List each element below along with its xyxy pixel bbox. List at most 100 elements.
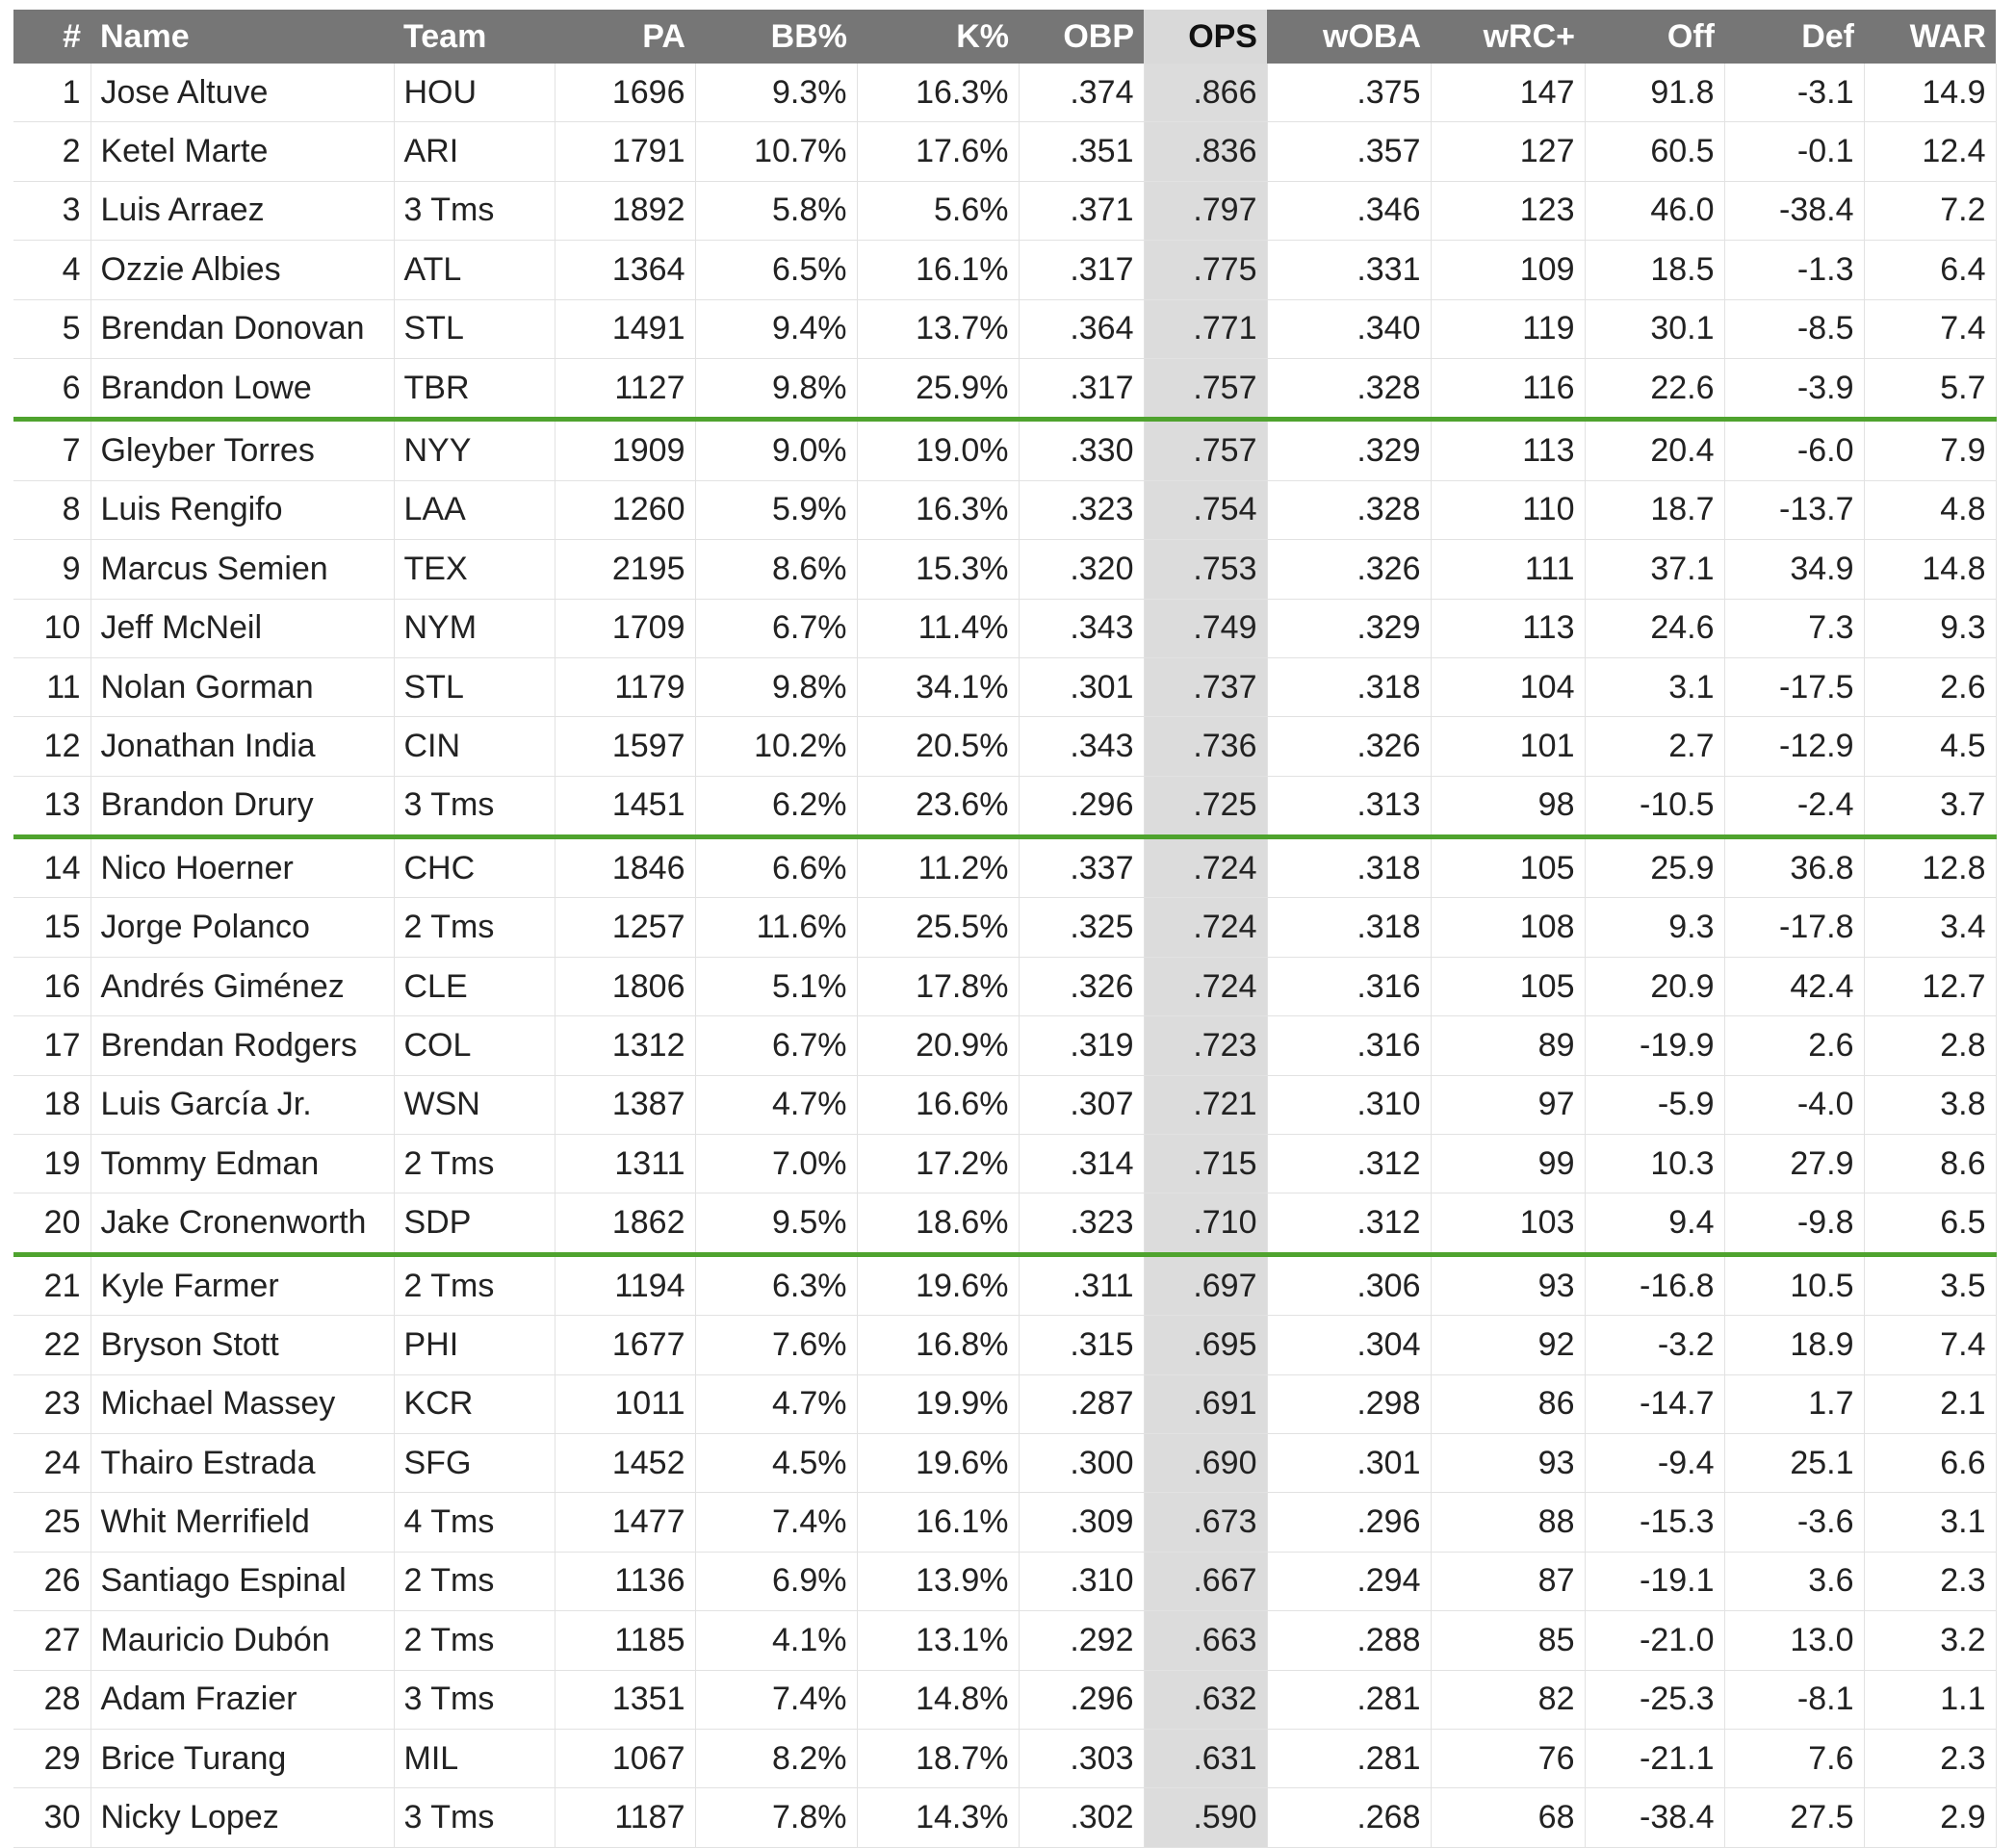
- cell-team: CLE: [394, 957, 555, 1017]
- cell-woba: .326: [1267, 716, 1432, 777]
- cell-bb: 7.4%: [695, 1670, 858, 1730]
- leaderboard-table: # Name Team PA BB% K% OBP OPS wOBA wRC+ Off Def WAR …: [13, 10, 1997, 1848]
- column-header-team[interactable]: Team: [394, 10, 555, 64]
- cell-name[interactable]: Jeff McNeil: [90, 599, 395, 658]
- cell-name[interactable]: Kyle Farmer: [90, 1254, 395, 1317]
- cell-war: 14.8: [1864, 539, 1997, 600]
- column-header-off[interactable]: Off: [1585, 10, 1724, 64]
- cell-obp: .323: [1019, 1193, 1145, 1257]
- table-row: 10 Jeff McNeil NYM 1709 6.7% 11.4% .343.749.32…: [13, 599, 1997, 658]
- cell-name[interactable]: Thairo Estrada: [90, 1433, 395, 1494]
- cell-ops: .724: [1144, 836, 1268, 899]
- column-header-ops[interactable]: OPS: [1144, 10, 1267, 64]
- cell-woba: .294: [1267, 1552, 1432, 1612]
- cell-def: 7.6: [1724, 1729, 1865, 1789]
- column-header-bb[interactable]: BB%: [695, 10, 857, 64]
- cell-name[interactable]: Jonathan India: [90, 716, 395, 777]
- cell-woba: .346: [1267, 181, 1432, 242]
- cell-obp: .371: [1019, 181, 1145, 242]
- cell-team: KCR: [394, 1374, 555, 1434]
- cell-k: 18.6%: [857, 1193, 1020, 1257]
- cell-obp: .351: [1019, 121, 1145, 182]
- cell-def: 27.9: [1724, 1134, 1865, 1194]
- column-header-war[interactable]: WAR: [1864, 10, 1996, 64]
- column-header-name[interactable]: Name: [90, 10, 394, 64]
- column-header-pa[interactable]: PA: [555, 10, 695, 64]
- cell-name[interactable]: Marcus Semien: [90, 539, 395, 600]
- cell-name[interactable]: Brendan Rodgers: [90, 1015, 395, 1076]
- cell-name[interactable]: Luis Rengifo: [90, 480, 395, 541]
- cell-ops: .797: [1144, 181, 1268, 242]
- cell-rank: 2: [13, 121, 91, 182]
- cell-pa: 1127: [555, 358, 696, 423]
- cell-woba: .306: [1267, 1254, 1432, 1317]
- cell-name[interactable]: Ketel Marte: [90, 121, 395, 182]
- cell-ops: .695: [1144, 1315, 1268, 1375]
- cell-k: 25.9%: [857, 358, 1020, 423]
- cell-name[interactable]: Ozzie Albies: [90, 240, 395, 300]
- cell-name[interactable]: Gleyber Torres: [90, 419, 395, 481]
- cell-name[interactable]: Nicky Lopez: [90, 1787, 395, 1848]
- column-header-obp[interactable]: OBP: [1019, 10, 1144, 64]
- cell-def: -6.0: [1724, 419, 1865, 481]
- cell-rank: 22: [13, 1315, 91, 1375]
- cell-off: -15.3: [1585, 1492, 1725, 1553]
- column-header-wrc[interactable]: wRC+: [1431, 10, 1585, 64]
- cell-war: 3.4: [1864, 897, 1997, 958]
- cell-ops: .753: [1144, 539, 1268, 600]
- cell-name[interactable]: Santiago Espinal: [90, 1552, 395, 1612]
- table-row: 5 Brendan Donovan STL 1491 9.4% 13.7% .364.771…: [13, 299, 1997, 359]
- column-header-rank[interactable]: #: [13, 10, 90, 64]
- column-header-k[interactable]: K%: [857, 10, 1019, 64]
- cell-woba: .316: [1267, 1015, 1432, 1076]
- cell-name[interactable]: Jorge Polanco: [90, 897, 395, 958]
- cell-pa: 1351: [555, 1670, 696, 1730]
- cell-war: 5.7: [1864, 358, 1997, 423]
- cell-name[interactable]: Tommy Edman: [90, 1134, 395, 1194]
- cell-woba: .326: [1267, 539, 1432, 600]
- cell-name[interactable]: Adam Frazier: [90, 1670, 395, 1730]
- cell-war: 2.3: [1864, 1729, 1997, 1789]
- cell-woba: .331: [1267, 240, 1432, 300]
- table-row: 12 Jonathan India CIN 1597 10.2% 20.5% .343.73…: [13, 716, 1997, 777]
- cell-name[interactable]: Nolan Gorman: [90, 657, 395, 718]
- cell-off: 10.3: [1585, 1134, 1725, 1194]
- table-row: 19 Tommy Edman 2 Tms 1311 7.0% 17.2% .314.715.…: [13, 1134, 1997, 1194]
- cell-war: 6.5: [1864, 1193, 1997, 1257]
- cell-wrc: 103: [1431, 1193, 1586, 1257]
- cell-wrc: 97: [1431, 1075, 1586, 1136]
- cell-woba: .328: [1267, 358, 1432, 423]
- cell-name[interactable]: Luis García Jr.: [90, 1075, 395, 1136]
- column-header-woba[interactable]: wOBA: [1267, 10, 1431, 64]
- cell-bb: 6.6%: [695, 836, 858, 899]
- cell-name[interactable]: Brendan Donovan: [90, 299, 395, 359]
- cell-name[interactable]: Mauricio Dubón: [90, 1610, 395, 1671]
- cell-name[interactable]: Jose Altuve: [90, 64, 395, 123]
- cell-team: 4 Tms: [394, 1492, 555, 1553]
- cell-name[interactable]: Brandon Drury: [90, 776, 395, 840]
- cell-bb: 9.8%: [695, 657, 858, 718]
- cell-wrc: 110: [1431, 480, 1586, 541]
- cell-ops: .775: [1144, 240, 1268, 300]
- cell-def: 42.4: [1724, 957, 1865, 1017]
- cell-name[interactable]: Jake Cronenworth: [90, 1193, 395, 1257]
- cell-bb: 6.7%: [695, 1015, 858, 1076]
- cell-name[interactable]: Brandon Lowe: [90, 358, 395, 423]
- cell-woba: .340: [1267, 299, 1432, 359]
- cell-name[interactable]: Bryson Stott: [90, 1315, 395, 1375]
- cell-bb: 4.7%: [695, 1075, 858, 1136]
- cell-off: -10.5: [1585, 776, 1725, 840]
- cell-woba: .318: [1267, 897, 1432, 958]
- cell-name[interactable]: Michael Massey: [90, 1374, 395, 1434]
- cell-name[interactable]: Luis Arraez: [90, 181, 395, 242]
- cell-off: 30.1: [1585, 299, 1725, 359]
- cell-pa: 2195: [555, 539, 696, 600]
- cell-wrc: 147: [1431, 64, 1586, 123]
- cell-off: -21.1: [1585, 1729, 1725, 1789]
- column-header-def[interactable]: Def: [1724, 10, 1864, 64]
- cell-name[interactable]: Nico Hoerner: [90, 836, 395, 899]
- cell-war: 7.4: [1864, 299, 1997, 359]
- cell-name[interactable]: Andrés Giménez: [90, 957, 395, 1017]
- cell-name[interactable]: Brice Turang: [90, 1729, 395, 1789]
- cell-name[interactable]: Whit Merrifield: [90, 1492, 395, 1553]
